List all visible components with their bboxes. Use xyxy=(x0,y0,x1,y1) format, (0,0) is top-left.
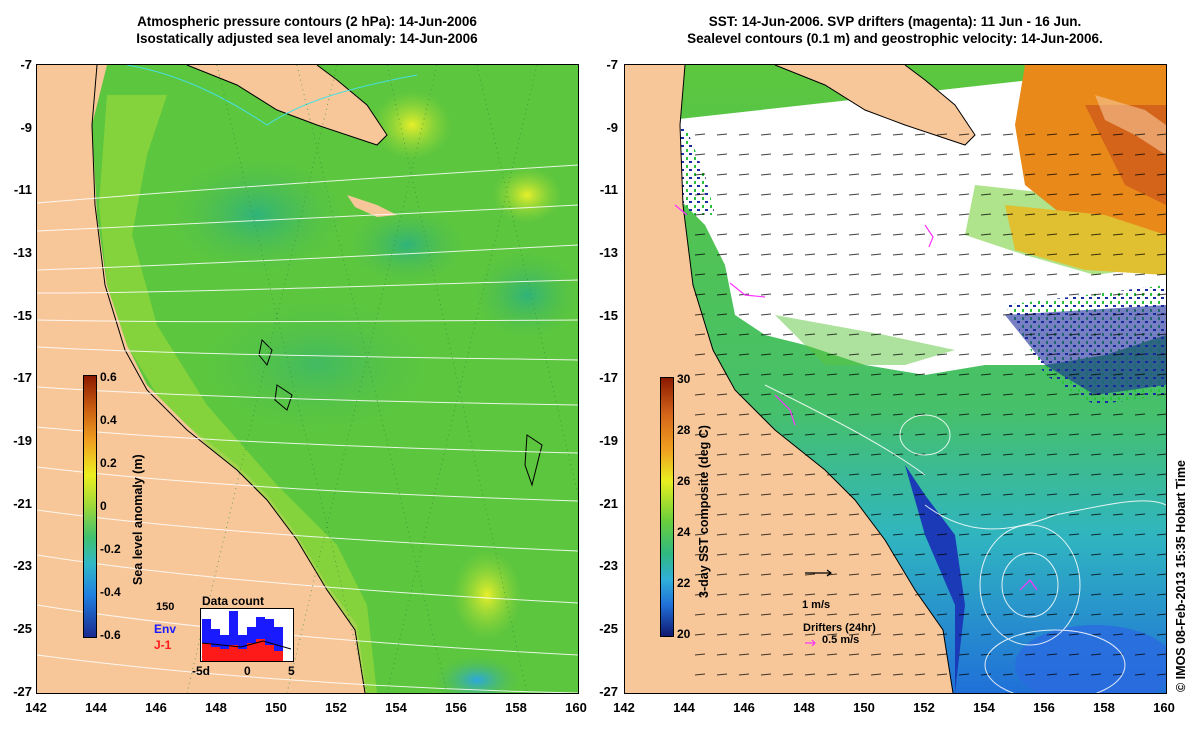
left-x-tick: 160 xyxy=(565,700,587,715)
right-y-tick: -17 xyxy=(599,370,618,385)
right-x-tick: 144 xyxy=(673,700,695,715)
left-x-tick: 146 xyxy=(145,700,167,715)
right-y-tick: -7 xyxy=(606,57,618,72)
right-x-tick: 152 xyxy=(913,700,935,715)
data-count-ylabel: 150 xyxy=(156,601,175,613)
right-x-tick: 146 xyxy=(733,700,755,715)
sst-map xyxy=(624,64,1167,694)
left-x-tick: 142 xyxy=(25,700,47,715)
imos-credit: © IMOS 08-Feb-2013 15:35 Hobart Time xyxy=(1174,460,1188,692)
right-x-tick: 156 xyxy=(1033,700,1055,715)
sea-level-colorbar-label: 0 xyxy=(100,499,107,513)
right-x-tick: 160 xyxy=(1153,700,1175,715)
sst-colorbar-label: 26 xyxy=(677,474,691,488)
data-count-xlabel: 0 xyxy=(244,664,251,678)
sst-colorbar-label: 22 xyxy=(677,576,691,590)
right-x-tick: 158 xyxy=(1093,700,1115,715)
left-y-tick: -27 xyxy=(13,684,32,699)
data-count-xlabel: 5 xyxy=(288,664,295,678)
left-x-tick: 152 xyxy=(325,700,347,715)
right-y-tick: -19 xyxy=(599,433,618,448)
left-x-tick: 150 xyxy=(265,700,287,715)
left-y-tick: -25 xyxy=(13,621,32,636)
left-title-line1: Atmospheric pressure contours (2 hPa): 1… xyxy=(137,14,477,29)
right-y-tick: -15 xyxy=(599,308,618,323)
data-count-xlabel: -5d xyxy=(192,664,210,678)
right-title-line1: SST: 14-Jun-2006. SVP drifters (magenta)… xyxy=(708,14,1082,29)
sea-level-colorbar-title: Sea level anomaly (m) xyxy=(131,454,145,585)
right-y-tick: -9 xyxy=(606,120,618,135)
right-y-tick: -11 xyxy=(599,182,618,197)
right-y-tick: -27 xyxy=(599,684,618,699)
right-x-tick: 142 xyxy=(613,700,635,715)
right-title-line2: Sealevel contours (0.1 m) and geostrophi… xyxy=(687,31,1103,46)
data-count-env-label: Env xyxy=(154,622,177,636)
sea-level-colorbar-label: -0.2 xyxy=(100,542,121,556)
left-y-tick: -13 xyxy=(13,245,32,260)
sea-level-colorbar-label: -0.6 xyxy=(100,628,121,642)
sea-level-colorbar-label: 0.6 xyxy=(100,370,117,384)
left-x-tick: 148 xyxy=(205,700,227,715)
sea-level-colorbar-label: 0.2 xyxy=(100,456,117,470)
right-x-tick: 154 xyxy=(973,700,995,715)
sea-level-colorbar-label: -0.4 xyxy=(100,585,121,599)
sst-colorbar-label: 24 xyxy=(677,525,691,539)
left-x-tick: 154 xyxy=(385,700,407,715)
data-count-title: Data count xyxy=(202,594,265,608)
left-y-tick: -15 xyxy=(13,308,32,323)
right-y-tick: -13 xyxy=(599,245,618,260)
right-x-tick: 148 xyxy=(793,700,815,715)
left-y-tick: -19 xyxy=(13,433,32,448)
sea-level-colorbar-label: 0.4 xyxy=(100,413,117,427)
right-y-tick: -23 xyxy=(599,558,618,573)
left-y-tick: -7 xyxy=(20,57,32,72)
right-y-tick: -21 xyxy=(599,496,618,511)
right-y-tick: -25 xyxy=(599,621,618,636)
sea-level-colorbar xyxy=(83,375,97,638)
velocity-scale-label: 1 m/s xyxy=(802,599,831,611)
sst-colorbar-label: 30 xyxy=(677,372,691,386)
drifters-scale-label: 0.5 m/s xyxy=(822,634,860,646)
sst-colorbar-title: 3-day SST composite (deg C) xyxy=(697,425,711,598)
left-x-tick: 158 xyxy=(505,700,527,715)
drifters-title: Drifters (24hr) xyxy=(803,622,876,634)
sea-level-anomaly-map xyxy=(36,64,579,694)
left-title-line2: Isostatically adjusted sea level anomaly… xyxy=(136,31,478,46)
sst-colorbar-label: 28 xyxy=(677,423,691,437)
data-count-chart xyxy=(200,608,294,662)
data-count-j1-label: J-1 xyxy=(154,638,172,652)
left-y-tick: -21 xyxy=(13,496,32,511)
sst-colorbar xyxy=(660,377,674,637)
left-x-tick: 156 xyxy=(445,700,467,715)
sst-colorbar-label: 20 xyxy=(677,627,691,641)
left-y-tick: -9 xyxy=(20,120,32,135)
left-y-tick: -23 xyxy=(13,558,32,573)
right-x-tick: 150 xyxy=(853,700,875,715)
left-y-tick: -17 xyxy=(13,370,32,385)
left-x-tick: 144 xyxy=(85,700,107,715)
left-y-tick: -11 xyxy=(13,182,32,197)
